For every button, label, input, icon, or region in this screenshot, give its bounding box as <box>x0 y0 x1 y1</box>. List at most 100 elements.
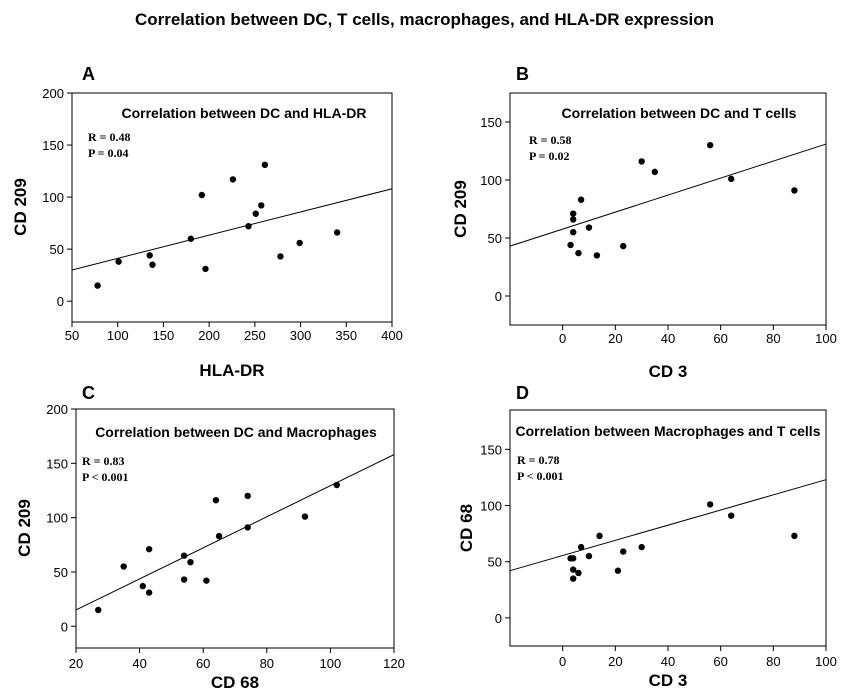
x-tick-label: 100 <box>107 328 129 343</box>
panel-letter: B <box>516 64 529 84</box>
y-tick-label: 150 <box>480 442 502 457</box>
y-tick-label: 150 <box>46 456 68 471</box>
data-point <box>95 606 102 614</box>
y-tick-label: 200 <box>42 86 64 101</box>
data-point <box>333 229 341 236</box>
plot-frame <box>509 409 827 647</box>
x-tick-label: 250 <box>244 328 266 343</box>
panel-title: Correlation between DC and Macrophages <box>95 424 377 440</box>
scatter-panel-a: A Correlation between DC and HLA-DR R = 0.… <box>11 64 403 380</box>
y-tick-label: 100 <box>42 190 64 205</box>
data-point <box>120 563 127 570</box>
regression-line <box>509 143 827 247</box>
x-tick-label: 400 <box>381 328 403 343</box>
x-tick-label: 20 <box>69 656 83 671</box>
data-point <box>596 532 603 540</box>
y-tick-label: 100 <box>480 499 502 514</box>
x-tick-label: 60 <box>713 331 727 346</box>
x-tick-label: 50 <box>65 328 79 343</box>
data-point <box>187 558 194 566</box>
data-point <box>577 543 585 551</box>
data-point <box>146 252 153 259</box>
data-point <box>620 548 627 555</box>
x-tick-label: 40 <box>661 654 675 669</box>
y-axis-title: CD 209 <box>15 499 34 557</box>
x-tick-label: 100 <box>320 656 342 671</box>
x-tick-label: 20 <box>608 654 622 669</box>
x-tick-label: 200 <box>198 328 220 343</box>
data-point <box>585 224 593 231</box>
data-point <box>115 258 122 265</box>
x-axis-title: CD 3 <box>649 671 688 690</box>
y-tick-label: 50 <box>488 555 502 570</box>
regression-line <box>71 188 393 271</box>
data-point <box>706 501 714 508</box>
data-point <box>203 577 210 584</box>
data-point <box>252 210 259 217</box>
x-tick-label: 300 <box>290 328 312 343</box>
x-tick-label: 40 <box>661 331 675 346</box>
data-point <box>212 497 220 504</box>
data-point <box>202 265 209 273</box>
x-tick-label: 150 <box>153 328 175 343</box>
x-tick-label: 80 <box>260 656 274 671</box>
x-tick-label: 0 <box>559 331 566 346</box>
data-point <box>728 175 735 183</box>
y-tick-label: 50 <box>54 565 68 580</box>
data-point <box>575 249 582 257</box>
x-tick-label: 60 <box>713 654 727 669</box>
x-axis-title: CD 3 <box>649 362 688 381</box>
y-tick-label: 100 <box>480 173 502 188</box>
data-point <box>638 158 645 165</box>
x-tick-label: 20 <box>608 331 622 346</box>
x-tick-label: 40 <box>132 656 146 671</box>
data-point <box>577 196 585 203</box>
data-point <box>638 543 645 551</box>
data-point <box>244 492 251 500</box>
plot-frame <box>509 92 827 326</box>
data-point <box>180 552 188 559</box>
data-point <box>706 142 714 149</box>
y-tick-label: 150 <box>480 115 502 130</box>
correlation-r-label: R = 0.78 <box>517 453 560 467</box>
x-tick-label: 120 <box>383 656 405 671</box>
y-tick-label: 100 <box>46 511 68 526</box>
y-tick-label: 0 <box>495 289 502 304</box>
x-tick-label: 80 <box>766 331 780 346</box>
data-point <box>296 239 303 247</box>
p-value-label: P < 0.001 <box>517 469 564 483</box>
data-point <box>277 253 284 260</box>
data-point <box>145 545 153 553</box>
y-tick-label: 50 <box>50 242 64 257</box>
data-point <box>570 555 577 562</box>
data-point <box>575 569 582 577</box>
y-axis-title: CD 209 <box>11 178 30 236</box>
data-point <box>791 532 798 540</box>
data-point <box>198 191 206 199</box>
data-point <box>229 176 237 183</box>
x-tick-label: 60 <box>196 656 210 671</box>
data-point <box>301 513 309 520</box>
x-tick-label: 350 <box>335 328 357 343</box>
data-point <box>620 242 627 250</box>
panel-letter: A <box>82 64 95 84</box>
data-point <box>791 187 798 194</box>
data-point <box>244 524 251 531</box>
y-tick-label: 150 <box>42 138 64 153</box>
data-point <box>570 575 577 582</box>
data-point <box>245 223 252 230</box>
data-point <box>180 576 188 583</box>
y-tick-label: 200 <box>46 402 68 417</box>
data-point <box>215 532 223 540</box>
data-point <box>187 235 195 242</box>
regression-line <box>509 479 827 572</box>
data-point <box>651 168 659 176</box>
y-tick-label: 0 <box>495 611 502 626</box>
data-point <box>567 241 574 249</box>
y-tick-label: 50 <box>488 231 502 246</box>
data-point <box>570 229 577 236</box>
plot-frame <box>71 92 393 323</box>
data-point <box>94 282 101 289</box>
panel-letter: D <box>516 383 529 403</box>
